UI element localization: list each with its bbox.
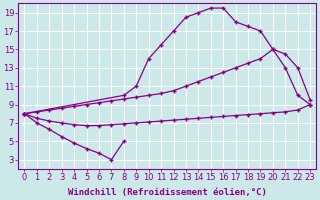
X-axis label: Windchill (Refroidissement éolien,°C): Windchill (Refroidissement éolien,°C): [68, 188, 267, 197]
